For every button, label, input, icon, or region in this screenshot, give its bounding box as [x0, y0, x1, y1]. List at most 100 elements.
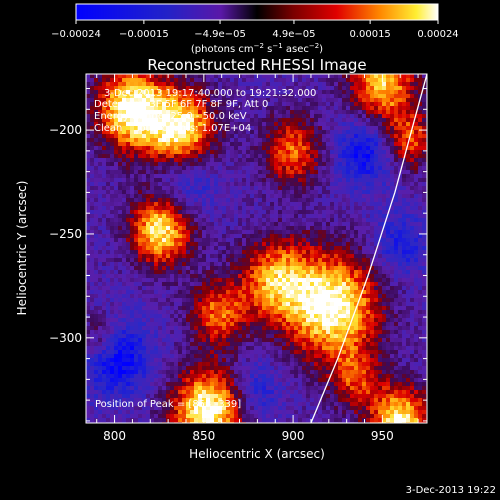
- heatmap-cell: [330, 282, 335, 287]
- heatmap-cell: [358, 274, 363, 279]
- heatmap-cell: [222, 258, 227, 263]
- heatmap-cell: [266, 282, 271, 287]
- heatmap-cell: [342, 138, 347, 143]
- heatmap-cell: [186, 82, 191, 87]
- heatmap-cell: [178, 254, 183, 259]
- heatmap-cell: [210, 138, 215, 143]
- heatmap-cell: [138, 234, 143, 239]
- heatmap-cell: [302, 294, 307, 299]
- heatmap-cell: [298, 274, 303, 279]
- heatmap-cell: [142, 194, 147, 199]
- heatmap-cell: [274, 298, 279, 303]
- heatmap-cell: [362, 98, 367, 103]
- heatmap-cell: [298, 98, 303, 103]
- heatmap-cell: [194, 286, 199, 291]
- heatmap-cell: [226, 154, 231, 159]
- heatmap-cell: [186, 154, 191, 159]
- heatmap-cell: [374, 266, 379, 271]
- heatmap-cell: [98, 186, 103, 191]
- heatmap-cell: [286, 166, 291, 171]
- heatmap-cell: [206, 146, 211, 151]
- heatmap-cell: [230, 198, 235, 203]
- heatmap-cell: [290, 130, 295, 135]
- heatmap-cell: [198, 206, 203, 211]
- heatmap-cell: [246, 118, 251, 123]
- heatmap-cell: [174, 242, 179, 247]
- heatmap-cell: [346, 246, 351, 251]
- heatmap-cell: [114, 162, 119, 167]
- heatmap-cell: [306, 90, 311, 95]
- heatmap-cell: [94, 258, 99, 263]
- heatmap-cell: [202, 146, 207, 151]
- heatmap-cell: [162, 258, 167, 263]
- heatmap-cell: [94, 166, 99, 171]
- heatmap-cell: [90, 166, 95, 171]
- heatmap-cell: [382, 262, 387, 267]
- heatmap-cell: [378, 278, 383, 283]
- heatmap-cell: [154, 118, 159, 123]
- heatmap-cell: [314, 186, 319, 191]
- heatmap-cell: [394, 258, 399, 263]
- heatmap-cell: [330, 118, 335, 123]
- heatmap-cell: [422, 238, 427, 243]
- heatmap-cell: [226, 246, 231, 251]
- heatmap-cell: [98, 242, 103, 247]
- heatmap-cell: [378, 90, 383, 95]
- heatmap-cell: [94, 198, 99, 203]
- heatmap-cell: [230, 282, 235, 287]
- heatmap-cell: [290, 262, 295, 267]
- heatmap-cell: [246, 278, 251, 283]
- heatmap-cell: [214, 162, 219, 167]
- heatmap-cell: [154, 226, 159, 231]
- heatmap-cell: [190, 282, 195, 287]
- heatmap-cell: [118, 78, 123, 83]
- heatmap-cell: [330, 238, 335, 243]
- heatmap-cell: [246, 234, 251, 239]
- heatmap-cell: [410, 98, 415, 103]
- heatmap-cell: [394, 198, 399, 203]
- heatmap-cell: [306, 122, 311, 127]
- heatmap-cell: [302, 174, 307, 179]
- heatmap-cell: [274, 126, 279, 131]
- heatmap-cell: [306, 114, 311, 119]
- heatmap-cell: [90, 94, 95, 99]
- heatmap-cell: [254, 154, 259, 159]
- heatmap-cell: [86, 234, 91, 239]
- heatmap-cell: [170, 258, 175, 263]
- heatmap-cell: [378, 162, 383, 167]
- heatmap-cell: [378, 202, 383, 207]
- heatmap-cell: [418, 250, 423, 255]
- heatmap-cell: [86, 258, 91, 263]
- heatmap-cell: [318, 162, 323, 167]
- heatmap-cell: [350, 126, 355, 131]
- heatmap-cell: [102, 270, 107, 275]
- heatmap-cell: [378, 294, 383, 299]
- heatmap-cell: [342, 190, 347, 195]
- heatmap-cell: [150, 146, 155, 151]
- heatmap-cell: [186, 214, 191, 219]
- heatmap-cell: [146, 210, 151, 215]
- heatmap-cell: [278, 250, 283, 255]
- heatmap-cell: [210, 210, 215, 215]
- heatmap-cell: [138, 166, 143, 171]
- heatmap-cell: [402, 122, 407, 127]
- heatmap-cell: [390, 174, 395, 179]
- heatmap-cell: [306, 298, 311, 303]
- heatmap-cell: [246, 262, 251, 267]
- heatmap-cell: [210, 106, 215, 111]
- heatmap-cell: [174, 118, 179, 123]
- heatmap-cell: [418, 242, 423, 247]
- heatmap-cell: [94, 298, 99, 303]
- heatmap-cell: [210, 262, 215, 267]
- heatmap-cell: [298, 282, 303, 287]
- heatmap-cell: [230, 186, 235, 191]
- heatmap-cell: [114, 226, 119, 231]
- heatmap-cell: [166, 206, 171, 211]
- heatmap-cell: [230, 166, 235, 171]
- heatmap-cell: [242, 78, 247, 83]
- heatmap-cell: [170, 130, 175, 135]
- heatmap-cell: [210, 266, 215, 271]
- heatmap-cell: [218, 178, 223, 183]
- heatmap-cell: [86, 218, 91, 223]
- heatmap-cell: [178, 282, 183, 287]
